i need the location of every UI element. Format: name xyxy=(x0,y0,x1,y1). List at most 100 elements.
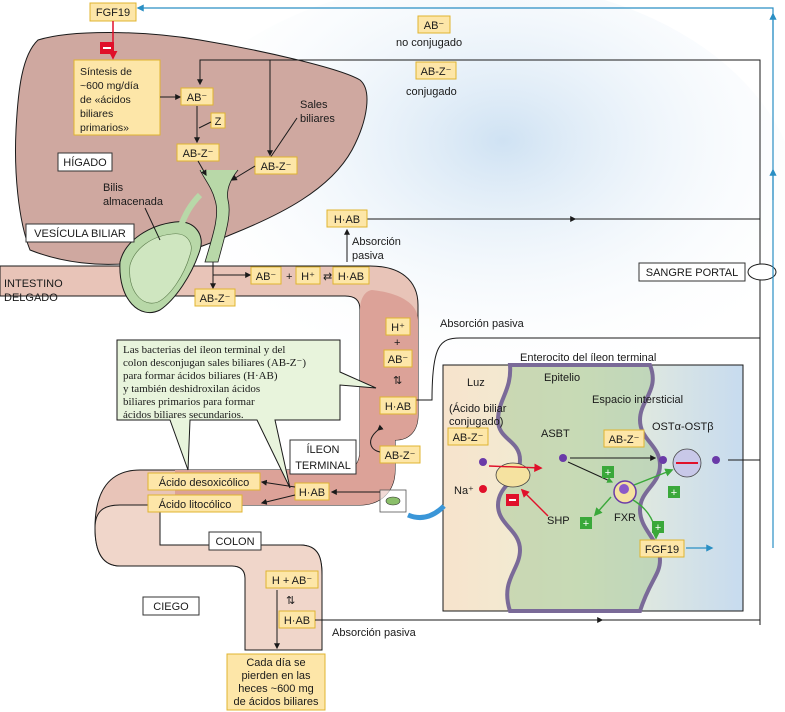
colon-label: COLON xyxy=(215,536,254,548)
ab-z-sales: AB-Z⁻ xyxy=(261,161,292,173)
ab-z-conj-box xyxy=(415,61,457,80)
synthesis-line-4: biliares xyxy=(80,108,113,120)
acido-biliar-1: (Ácido biliar xyxy=(449,402,507,415)
na-label: Na⁺ xyxy=(454,485,474,497)
ileon-2: TERMINAL xyxy=(295,460,351,472)
deoxicolico-box xyxy=(147,472,261,491)
note-line-3: para formar ácidos biliares (H·AB) xyxy=(123,370,278,382)
zoom-arrow xyxy=(407,504,446,521)
luz-label: Luz xyxy=(467,377,485,389)
ileum-plus: + xyxy=(394,337,400,349)
ileum-abz: AB-Z⁻ xyxy=(385,450,416,462)
ost-label: OSTα-OSTβ xyxy=(652,421,714,433)
sodium-dot xyxy=(479,485,487,493)
synthesis-line-2: ~600 mg/día xyxy=(80,80,139,92)
bilis-2: almacenada xyxy=(103,196,164,208)
intestino-1: INTESTINO xyxy=(4,278,63,290)
svg-text:+: + xyxy=(605,467,611,479)
shp-label: SHP xyxy=(547,515,570,527)
svg-text:+: + xyxy=(671,487,677,499)
bile-acid-dot-4 xyxy=(712,456,720,464)
hab-3-box xyxy=(294,482,330,501)
absorcion-pasiva-bottom: Absorción pasiva xyxy=(332,627,417,639)
sangre-portal: SANGRE PORTAL xyxy=(646,267,739,279)
synthesis-line-5: primarios» xyxy=(80,122,129,134)
loss-box xyxy=(226,653,326,711)
absorcion-pasiva-ileum: Absorción pasiva xyxy=(440,318,525,330)
ab-z-ent2-box xyxy=(603,429,645,448)
deoxicolico: Ácido desoxicólico xyxy=(159,476,250,489)
eq-ab: AB⁻ xyxy=(256,271,277,283)
ileum-ab: AB⁻ xyxy=(388,354,409,366)
note-line-6: ácidos biliares secundarios. xyxy=(123,409,244,421)
espacio-label: Espacio intersticial xyxy=(592,394,683,406)
loss-4: de ácidos biliares xyxy=(234,696,319,708)
hab-liver: H·AB xyxy=(334,214,360,226)
loss-1: Cada día se xyxy=(246,657,305,669)
ab-unconj: AB⁻ xyxy=(424,20,445,32)
ileum-eq: ⇅ xyxy=(393,375,402,387)
vesicula-label: VESÍCULA BILIAR xyxy=(34,227,126,240)
synthesis-line-1: Síntesis de xyxy=(80,66,132,78)
fgf19-bottom-box xyxy=(639,539,685,558)
note-line-2: colon desconjugan sales biliares (AB-Z⁻) xyxy=(123,357,306,369)
ileum-h-box xyxy=(385,317,411,336)
fgf19-bottom: FGF19 xyxy=(645,544,679,556)
enterocito-title: Enterocito del íleon terminal xyxy=(520,352,656,364)
ileum-hab: H·AB xyxy=(385,401,411,413)
colon-shape xyxy=(94,504,323,651)
ab-z-ent: AB-Z⁻ xyxy=(453,432,484,444)
ab-z-lower-box xyxy=(194,288,236,307)
h-ab-colon-box xyxy=(265,570,319,589)
litocolico-box xyxy=(147,494,243,513)
eq-h-box xyxy=(295,266,321,285)
hab-liver-box xyxy=(326,209,368,228)
higado-label: HÍGADO xyxy=(63,156,107,169)
eq-hab: H·AB xyxy=(338,271,364,283)
hab-3: H·AB xyxy=(299,487,325,499)
ciego-label: CIEGO xyxy=(153,601,189,613)
acido-biliar-2: conjugado) xyxy=(449,416,503,428)
asbt-transporter xyxy=(495,462,531,488)
absorcion-pasiva-1: Absorción xyxy=(352,236,401,248)
ileon-terminal-box xyxy=(289,439,357,475)
svg-text:+: + xyxy=(583,518,589,530)
loss-2: pierden en las xyxy=(241,670,311,682)
bile-acid-dot-3 xyxy=(659,456,667,464)
colon-box xyxy=(208,531,262,551)
sales-biliares-2: biliares xyxy=(300,113,335,125)
ileum-hab-box xyxy=(379,396,417,415)
note-line-1: Las bacterias del íleon terminal y del xyxy=(123,344,286,356)
svg-text:+: + xyxy=(655,522,661,534)
eq-h: H⁺ xyxy=(301,271,315,283)
ab-minus-liver-box xyxy=(180,87,214,106)
eq-ab-box xyxy=(250,266,282,285)
loss-3: heces ~600 mg xyxy=(238,683,314,695)
synthesis-box xyxy=(73,59,161,136)
synthesis-line-3: de «ácidos xyxy=(80,94,131,106)
ileum-h: H⁺ xyxy=(391,322,405,334)
higado-box xyxy=(57,152,113,172)
intestino-2: DELGADO xyxy=(4,292,58,304)
fgf19-top-label: FGF19 xyxy=(96,7,130,19)
eq-plus: + xyxy=(286,271,292,283)
bacteria-note-box xyxy=(116,339,377,489)
sangre-portal-box xyxy=(638,262,746,282)
bile-acid-dot-1 xyxy=(479,458,487,466)
vesicula-box xyxy=(25,223,135,243)
h-ab-colon: H + AB⁻ xyxy=(272,575,313,587)
eq-arrows: ⇄ xyxy=(323,271,332,283)
z-label: Z xyxy=(215,116,222,128)
ciego-box xyxy=(142,596,200,616)
plus-badge-2 xyxy=(668,486,680,498)
bilis-1: Bilis xyxy=(103,182,124,194)
absorcion-pasiva-2: pasiva xyxy=(352,250,385,262)
note-line-4: y también deshidroxilan ácidos xyxy=(123,383,260,395)
ileum-ab-box xyxy=(383,349,413,368)
ab-z-ent-box xyxy=(447,427,489,446)
z-box xyxy=(210,112,226,129)
fgf19-blood-line xyxy=(136,4,774,548)
fxr-label: FXR xyxy=(614,512,636,524)
litocolico: Ácido litocólico xyxy=(159,498,232,511)
ab-z-liver: AB-Z⁻ xyxy=(183,148,214,160)
